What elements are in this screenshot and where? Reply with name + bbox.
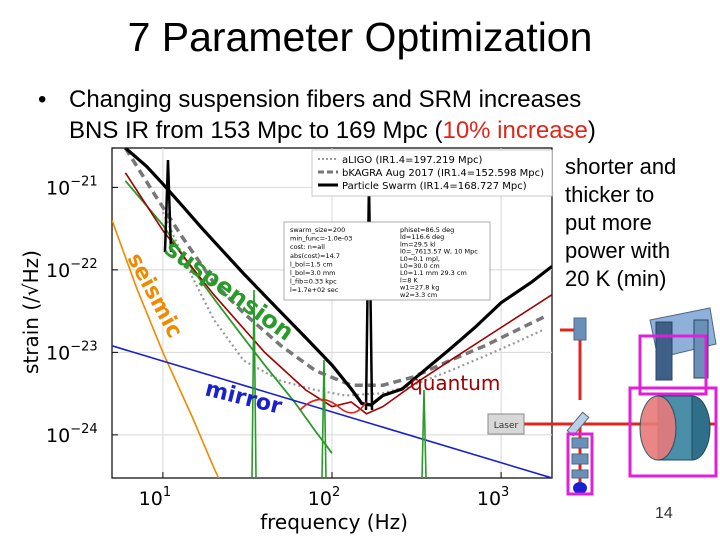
legend-item-1: aLIGO (IR1.4=197.219 Mpc): [342, 155, 483, 166]
x-tick-label: 101: [139, 485, 171, 510]
highlight-cryostat: [638, 334, 708, 396]
param-line-left: swarm_size=200: [290, 226, 345, 234]
legend-item-3: Particle Swarm (IR1.4=168.727 Mpc): [342, 181, 527, 192]
series-bkagra-aug-2017: [123, 148, 546, 387]
series-suspension: [124, 180, 333, 454]
x-tick-label: 102: [308, 485, 340, 510]
param-line-left: l_bol=1.5 cm: [290, 260, 333, 268]
green-peak-3: [421, 389, 427, 478]
detector-diagram: Laser: [487, 307, 718, 496]
param-line-left: cost: n=all: [290, 243, 325, 251]
bullet-line-2-post: ): [587, 117, 596, 144]
photodiode: [573, 482, 587, 494]
red-bump: [299, 398, 367, 414]
bullet-line-2: BNS IR from 153 Mpc to 169 Mpc (10% incr…: [69, 115, 709, 146]
test-mass-front: [639, 395, 677, 461]
y-tick-label: 10−21: [46, 174, 98, 199]
param-line-left: l_fib=0.33 kpc: [290, 278, 337, 286]
param-line-right: lm=29.5 kl: [400, 240, 436, 248]
detector-part-2: [571, 453, 589, 465]
y-tick-label: 10−22: [46, 257, 98, 282]
y-tick-label: 10−23: [46, 339, 98, 364]
highlight-detector: [566, 432, 594, 496]
resonance-peak-1: [163, 159, 173, 253]
side-note-line-1: shorter and: [565, 154, 677, 179]
bullet-marker: •: [38, 86, 47, 113]
bullet-line-2-pre: BNS IR from 153 Mpc to 169 Mpc (: [69, 117, 443, 144]
page-number: 14: [655, 505, 673, 522]
srm-mirror: [573, 317, 587, 341]
param-line-right: ld=116.6 deg: [400, 233, 444, 241]
legend: aLIGO (IR1.4=197.219 Mpc) bKAGRA Aug 201…: [311, 149, 553, 197]
param-line-right: phiset=86.5 deg: [400, 226, 454, 234]
increase-highlight: 10% increase: [442, 117, 588, 144]
series-mirror: [112, 345, 552, 478]
param-line-left: abs(cost)=14.7: [290, 252, 340, 260]
series-particle-swarm: [124, 148, 552, 407]
side-note: shorter and thicker to put more power wi…: [565, 153, 676, 293]
detector-part-3: [571, 469, 589, 479]
param-line-right: L0=0.1 mpl,: [400, 255, 440, 263]
laser-label: Laser: [494, 421, 519, 431]
green-peak-2: [321, 359, 327, 478]
param-line-right: w2=3.3 cm: [400, 291, 437, 299]
laser-box: [487, 413, 525, 435]
y-tick-label: 10−24: [46, 422, 98, 447]
green-peak-1: [251, 289, 257, 478]
y-axis-label: strain (/√Hz): [19, 250, 43, 374]
x-axis-label: frequency (Hz): [260, 510, 408, 534]
param-line-right: L0=30.0 cm: [400, 262, 440, 270]
side-note-line-2: thicker to: [565, 182, 655, 207]
param-line-right: L0=1.1 mm 29.3 cm: [400, 269, 467, 277]
cryostat-body: [655, 321, 673, 381]
highlight-test-mass: [628, 386, 718, 478]
param-line-right: w1=27.8 kg: [400, 284, 439, 292]
detector-part-1: [571, 437, 589, 449]
annotation-quantum: quantum: [410, 371, 500, 395]
param-line-left: min_func=-1.0e-03: [290, 235, 352, 243]
series-seismic: [112, 219, 220, 478]
param-line-right: l0=_7613.57 W, 10 Mpc: [400, 248, 478, 256]
param-line-right: l=8 K: [400, 276, 418, 284]
side-note-line-3: put more: [565, 210, 652, 235]
series-quantum: [124, 172, 552, 415]
slide-title: 7 Parameter Optimization: [127, 14, 593, 60]
bullet-line-1: Changing suspension fibers and SRM incre…: [69, 86, 582, 113]
side-note-line-4: power with: [565, 238, 671, 263]
curves: [112, 148, 552, 478]
param-line-left: l_bol=3.0 mm: [290, 269, 335, 277]
param-line-left: l=1.7e+02 sec: [290, 286, 339, 294]
legend-item-2: bKAGRA Aug 2017 (IR1.4=152.598 Mpc): [342, 168, 544, 179]
side-note-line-5: 20 K (min): [565, 266, 667, 291]
